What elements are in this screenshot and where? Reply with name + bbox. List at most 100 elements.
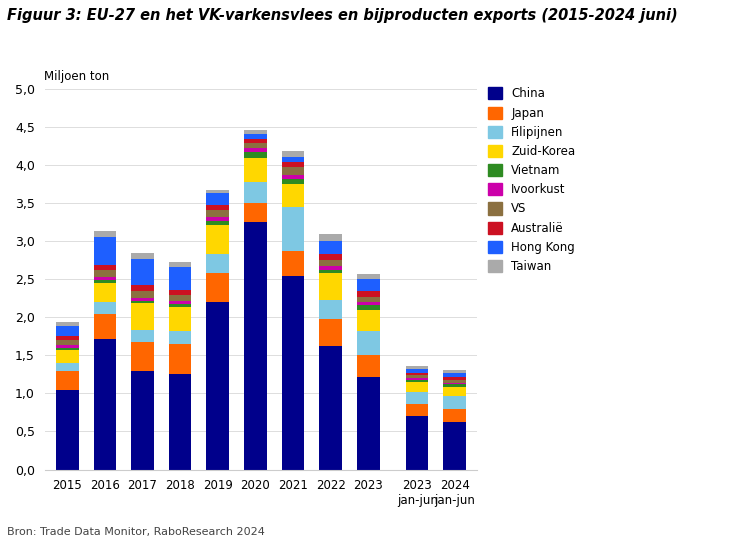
Bar <box>406 382 429 392</box>
Bar <box>443 383 466 384</box>
Bar <box>207 193 229 205</box>
Bar <box>93 231 116 237</box>
Bar <box>169 331 191 344</box>
Bar <box>93 313 116 339</box>
Bar <box>357 302 379 305</box>
Bar <box>93 277 116 280</box>
Bar <box>207 217 229 221</box>
Bar <box>56 336 79 340</box>
Bar <box>443 373 466 378</box>
Bar <box>357 376 379 469</box>
Text: Figuur 3: EU-27 en het VK-varkensvlees en bijproducten exports (2015-2024 juni): Figuur 3: EU-27 en het VK-varkensvlees e… <box>7 8 678 23</box>
Bar <box>56 345 79 348</box>
Bar <box>406 375 429 378</box>
Bar <box>282 175 304 179</box>
Bar <box>132 370 154 469</box>
Bar <box>207 189 229 193</box>
Bar <box>282 207 304 251</box>
Bar <box>207 273 229 302</box>
Bar <box>132 342 154 370</box>
Bar <box>244 149 267 152</box>
Bar <box>56 322 79 326</box>
Bar <box>207 254 229 273</box>
Bar <box>207 210 229 217</box>
Bar <box>319 234 342 240</box>
Bar <box>93 280 116 283</box>
Bar <box>56 340 79 345</box>
Bar <box>132 259 154 286</box>
Bar <box>282 157 304 162</box>
Bar <box>282 184 304 207</box>
Bar <box>169 262 191 267</box>
Bar <box>93 237 116 265</box>
Bar <box>319 347 342 469</box>
Bar <box>244 134 267 139</box>
Bar <box>443 410 466 422</box>
Bar <box>169 344 191 374</box>
Bar <box>169 267 191 290</box>
Bar <box>357 310 379 331</box>
Bar <box>357 331 379 355</box>
Bar <box>169 307 191 331</box>
Bar <box>443 397 466 410</box>
Bar <box>244 139 267 143</box>
Bar <box>169 305 191 307</box>
Bar <box>56 350 79 363</box>
Bar <box>93 265 116 270</box>
Bar <box>207 225 229 254</box>
Bar <box>169 374 191 469</box>
Bar <box>406 369 429 373</box>
Bar <box>319 319 342 347</box>
Bar <box>319 273 342 300</box>
Bar <box>244 143 267 149</box>
Bar <box>406 404 429 416</box>
Bar <box>443 380 466 383</box>
Bar <box>93 283 116 302</box>
Bar <box>443 387 466 397</box>
Bar <box>56 348 79 350</box>
Bar <box>169 301 191 305</box>
Bar <box>443 422 466 469</box>
Bar <box>357 292 379 297</box>
Bar <box>132 254 154 259</box>
Bar <box>319 270 342 273</box>
Bar <box>282 151 304 157</box>
Bar <box>244 130 267 134</box>
Bar <box>93 270 116 277</box>
Bar <box>357 305 379 310</box>
Bar <box>56 390 79 469</box>
Bar <box>244 158 267 182</box>
Bar <box>132 290 154 298</box>
Bar <box>357 297 379 302</box>
Bar <box>406 392 429 404</box>
Bar <box>56 326 79 336</box>
Bar <box>282 275 304 469</box>
Bar <box>132 330 154 342</box>
Bar <box>282 179 304 184</box>
Legend: China, Japan, Filipijnen, Zuid-Korea, Vietnam, Ivoorkust, VS, Australië, Hong Ko: China, Japan, Filipijnen, Zuid-Korea, Vi… <box>487 88 576 273</box>
Bar <box>207 302 229 469</box>
Bar <box>319 267 342 270</box>
Text: Miljoen ton: Miljoen ton <box>44 70 110 83</box>
Bar <box>406 380 429 382</box>
Bar <box>357 355 379 376</box>
Bar <box>56 363 79 370</box>
Text: Bron: Trade Data Monitor, RaboResearch 2024: Bron: Trade Data Monitor, RaboResearch 2… <box>7 528 265 537</box>
Bar <box>406 378 429 380</box>
Bar <box>132 286 154 290</box>
Bar <box>406 373 429 375</box>
Bar <box>443 384 466 387</box>
Bar <box>244 203 267 222</box>
Bar <box>282 168 304 175</box>
Bar <box>406 416 429 469</box>
Bar <box>169 290 191 294</box>
Bar <box>132 303 154 330</box>
Bar <box>319 254 342 259</box>
Bar <box>132 301 154 303</box>
Bar <box>207 205 229 210</box>
Bar <box>282 162 304 168</box>
Bar <box>443 378 466 380</box>
Bar <box>357 274 379 279</box>
Bar <box>93 302 116 313</box>
Bar <box>282 251 304 275</box>
